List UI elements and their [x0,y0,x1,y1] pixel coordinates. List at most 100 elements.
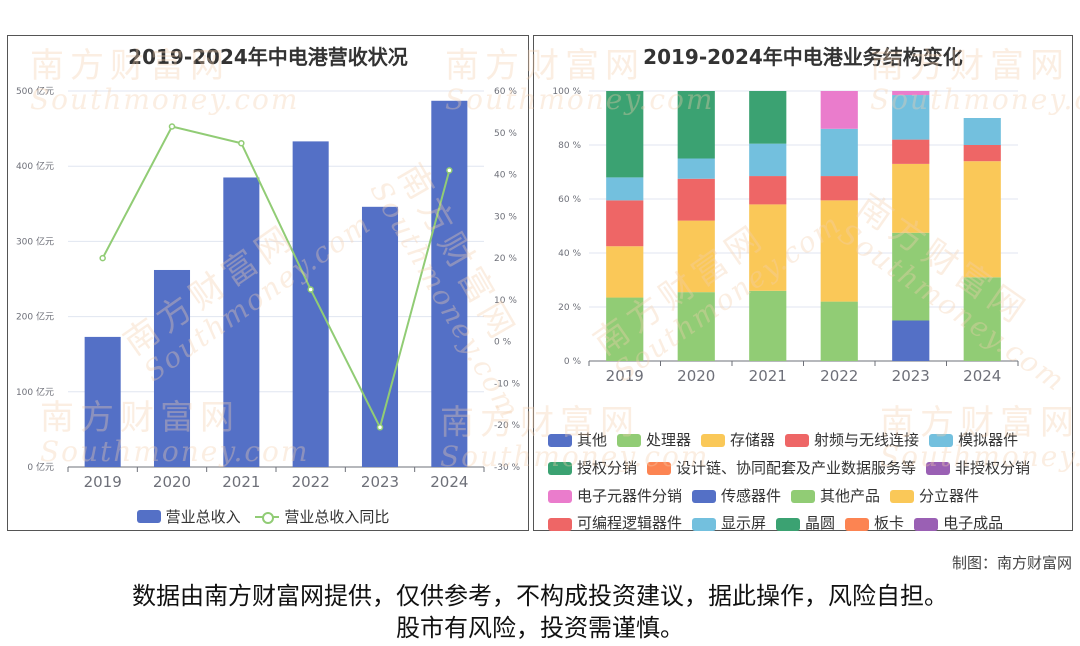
revenue-yoy-point [376,424,384,431]
stack-segment [677,220,715,293]
legend-label: 分立器件 [919,486,980,505]
legend-item[interactable]: 晶圆 [776,511,835,537]
legend-swatch [845,517,870,531]
y-tick-label: 40 % [558,249,581,259]
legend-swatch [548,517,572,531]
y-right-tick-label: 50 % [494,129,517,139]
y-right-tick-label: -20 % [494,421,521,431]
legend-swatch [791,489,816,503]
disclaimer-line-1: 数据由南方财富网提供，仅供参考，不构成投资建议，据此操作，风险自担。 [132,582,948,610]
revenue-chart-title: 2019-2024年中电港营收状况 [128,45,408,69]
stack-segment [606,177,644,201]
stack-segment [820,91,858,129]
x-tick-label: 2024 [430,473,468,491]
stack-segment [677,158,715,179]
x-tick-label: 2019 [606,367,644,385]
chart-credit: 制图：南方财富网 [951,554,1072,572]
stack-segment [749,204,787,291]
legend-item[interactable]: 存储器 [701,428,775,454]
legend-item[interactable]: 板卡 [845,511,904,537]
disclaimer: 数据由南方财富网提供，仅供参考，不构成投资建议，据此操作，风险自担。 股市有风险… [0,580,1080,644]
structure-chart: 0 % 20 % 40 % 60 % 80 % 100 % 2019 2020 2021 2022… [552,87,1019,385]
legend-item[interactable]: 授权分销 [548,456,637,482]
revenue-chart: 0 亿元 100 亿元 200 亿元 300 亿元 400 亿元 500 亿元 -30 % -… [16,85,521,491]
legend-swatch [785,434,810,448]
x-tick-label: 2021 [749,367,787,385]
x-tick-label: 2019 [84,473,122,491]
legend-label: 传感器件 [721,486,782,505]
legend-label: 其他产品 [820,486,881,505]
x-tick-label: 2022 [292,473,330,491]
legend-item[interactable]: 电子成品 [914,511,1003,537]
legend-item[interactable]: 设计链、协同配套及产业数据服务等 [647,456,916,482]
revenue-yoy-point [307,286,314,293]
y-right-tick-label: -30 % [494,463,521,473]
y-right-tick-label: 0 % [494,338,512,348]
revenue-yoy-point [238,139,245,147]
legend-item[interactable]: 可编程逻辑器件 [548,511,682,537]
legend-label: 晶圆 [805,514,836,533]
y-left-tick-label: 100 亿元 [16,386,54,398]
stack-segment [892,232,930,321]
legend-item[interactable]: 射频与无线连接 [785,428,919,454]
y-right-tick-label: -10 % [494,379,521,389]
legend-item[interactable]: 其他 [548,428,607,454]
legend-item[interactable]: 处理器 [617,428,691,454]
stack-segment [963,145,1001,162]
legend-swatch [692,517,717,531]
structure-chart-panel: 0 % 20 % 40 % 60 % 80 % 100 % 2019 2020 2021 2022… [533,35,1073,532]
legend-item[interactable]: 显示屏 [692,511,766,537]
x-tick-label: 2021 [222,473,260,491]
y-left-tick-label: 0 亿元 [27,461,54,473]
legend-swatch [617,434,642,448]
structure-chart-legend: 其他 处理器 存储器 射频与无线连接 模拟器件授权分销 设计链、协同配套及产业数据服务等 非… [548,428,1068,539]
stack-segment [820,176,858,201]
legend-swatch-revenue [136,510,161,523]
legend-item[interactable]: 模拟器件 [929,428,1018,454]
x-tick-label: 2023 [892,367,930,385]
stack-segment [892,163,930,233]
stack-segment [749,91,787,144]
stack-segment [963,277,1001,361]
stack-segment [606,200,644,247]
legend-item[interactable]: 非授权分销 [926,456,1030,482]
revenue-bar [84,336,121,467]
legend-swatch [692,489,717,503]
stack-segment [820,200,858,302]
legend-label: 电子元器件分销 [577,486,683,505]
legend-label: 显示屏 [721,514,767,533]
legend-item[interactable]: 传感器件 [692,484,781,510]
legend-item[interactable]: 分立器件 [890,484,979,510]
y-right-tick-label: 40 % [494,171,517,181]
y-tick-label: 20 % [558,303,581,313]
legend-swatch [548,434,572,448]
revenue-chart-legend: 营业总收入 营业总收入同比 [8,506,528,527]
legend-label: 板卡 [874,514,905,533]
legend-item[interactable]: 电子元器件分销 [548,484,682,510]
revenue-yoy-point [168,123,176,130]
stack-segment [892,320,930,361]
x-tick-label: 2022 [820,367,858,385]
legend-swatch [776,517,801,531]
legend-swatch [647,462,672,475]
x-tick-label: 2020 [153,473,191,491]
y-tick-label: 100 % [552,87,581,97]
legend-item-revenue-yoy[interactable]: 营业总收入同比 [255,506,389,527]
legend-label-revenue-yoy: 营业总收入同比 [284,508,390,526]
y-tick-label: 0 % [564,357,582,367]
x-tick-label: 2023 [361,473,399,491]
revenue-bar [292,141,329,467]
legend-label: 存储器 [730,431,776,449]
legend-item[interactable]: 其他产品 [791,484,880,510]
stack-segment [749,290,787,361]
legend-label: 其他 [577,431,608,449]
legend-swatch [926,462,951,475]
legend-label: 射频与无线连接 [814,431,920,449]
stack-segment [892,139,930,164]
legend-swatch [890,489,915,503]
stack-segment [749,143,787,177]
stack-segment [606,297,644,361]
stack-segment [749,176,787,205]
legend-item-revenue[interactable]: 营业总收入 [136,506,241,527]
legend-label: 模拟器件 [958,431,1019,449]
